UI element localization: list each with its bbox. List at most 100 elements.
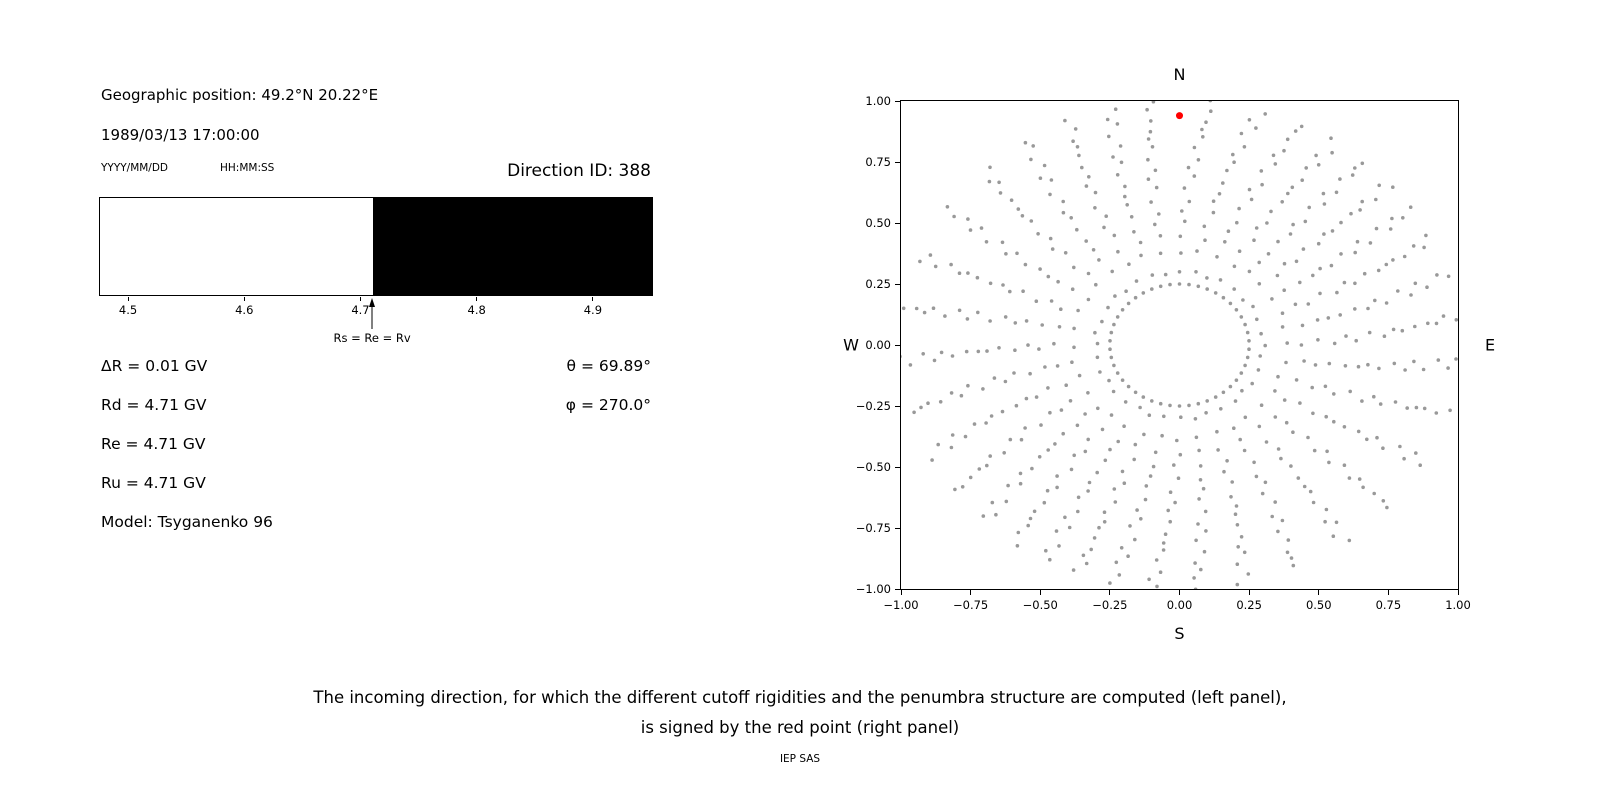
grey-direction-dot: [1205, 276, 1209, 280]
grey-direction-dot: [957, 308, 962, 313]
grey-direction-dot: [1084, 239, 1088, 243]
grey-direction-dot: [1243, 415, 1248, 420]
grey-direction-dot: [952, 214, 956, 219]
grey-direction-dot: [1282, 148, 1286, 153]
grey-direction-dot: [1303, 219, 1308, 224]
grey-direction-dot: [1126, 384, 1131, 389]
grey-direction-dot: [988, 281, 993, 286]
grey-direction-dot: [1282, 288, 1286, 292]
x-tick-mark: [1039, 590, 1041, 595]
grey-direction-dot: [1153, 450, 1158, 455]
grey-direction-dot: [908, 363, 913, 367]
grey-direction-dot: [1374, 197, 1378, 202]
grey-direction-dot: [1318, 291, 1322, 296]
grey-direction-dot: [1243, 363, 1247, 368]
penumbra-tick-label: 4.9: [583, 303, 603, 317]
grey-direction-dot: [1316, 241, 1321, 246]
grey-direction-dot: [1028, 371, 1032, 376]
penumbra-forbidden-region: [373, 198, 652, 295]
compass-south-label: S: [1174, 624, 1185, 643]
grey-direction-dot: [1132, 230, 1136, 234]
x-tick-label: 0.75: [1375, 598, 1402, 612]
grey-direction-dot: [1077, 153, 1081, 158]
grey-direction-dot: [1162, 414, 1166, 419]
grey-direction-dot: [1247, 269, 1252, 274]
grey-direction-dot: [1217, 192, 1222, 196]
grey-direction-dot: [1138, 405, 1142, 410]
grey-direction-dot: [1124, 289, 1128, 293]
y-tick-mark: [895, 100, 900, 102]
grey-direction-dot: [1110, 269, 1114, 274]
grey-direction-dot: [1147, 577, 1151, 582]
grey-direction-dot: [1324, 507, 1329, 512]
grey-direction-dot: [1028, 516, 1033, 521]
grey-direction-dot: [960, 485, 965, 489]
grey-direction-dot: [997, 180, 1001, 185]
grey-direction-dot: [1150, 399, 1154, 403]
grey-direction-dot: [1322, 232, 1326, 236]
grey-direction-dot: [1061, 199, 1065, 204]
grey-direction-dot: [1353, 281, 1357, 286]
grey-direction-dot: [933, 264, 938, 269]
grey-direction-dot: [1176, 476, 1181, 481]
grey-direction-dot: [1446, 366, 1450, 370]
grey-direction-dot: [1282, 398, 1287, 402]
grey-direction-dot: [1198, 478, 1203, 482]
grey-direction-dot: [1296, 476, 1301, 480]
grey-direction-dot: [988, 454, 992, 458]
grey-direction-dot: [1037, 347, 1041, 351]
grey-direction-dot: [1149, 119, 1153, 123]
grey-direction-dot: [1178, 452, 1183, 457]
grey-direction-dot: [988, 319, 992, 323]
grey-direction-dot: [1205, 287, 1209, 291]
grey-direction-dot: [1080, 165, 1084, 170]
grey-direction-dot: [1260, 182, 1264, 187]
grey-direction-dot: [1237, 206, 1241, 211]
grey-direction-dot: [1113, 500, 1118, 504]
grey-direction-dot: [1120, 378, 1125, 383]
grey-direction-dot: [1075, 145, 1080, 149]
grey-direction-dot: [1324, 414, 1328, 419]
grey-direction-dot: [964, 349, 969, 354]
grey-direction-dot: [1071, 139, 1075, 143]
grey-direction-dot: [1312, 448, 1317, 453]
grey-direction-dot: [1454, 318, 1458, 322]
grey-direction-dot: [1366, 362, 1370, 367]
grey-direction-dot: [1178, 234, 1183, 239]
grey-direction-dot: [963, 434, 968, 439]
grey-direction-dot: [1347, 538, 1352, 543]
direction-plot: N S W E 1.00 0.75 0.50 0.25 0.00 −0.25 −0.50 −0…: [843, 65, 1495, 643]
grey-direction-dot: [1411, 244, 1416, 248]
grey-direction-dot: [997, 346, 1001, 350]
grey-direction-dot: [1201, 135, 1205, 139]
direction-angles-list: θ = 69.89° φ = 270.0°: [451, 357, 651, 442]
grey-direction-dot: [1234, 308, 1239, 312]
grey-direction-dot: [1103, 458, 1108, 463]
grey-direction-dot: [1448, 408, 1452, 413]
grey-direction-dot: [1276, 447, 1281, 451]
grey-direction-dot: [943, 314, 947, 318]
grey-direction-dot: [1238, 437, 1242, 442]
grey-direction-dot: [1034, 299, 1039, 303]
grey-direction-dot: [1150, 273, 1155, 277]
grey-direction-dot: [1115, 371, 1120, 375]
grey-direction-dot: [1044, 548, 1048, 553]
grey-direction-dot: [1135, 508, 1139, 512]
grey-direction-dot: [1158, 570, 1163, 574]
y-tick-label: 0.50: [865, 216, 891, 230]
grey-direction-dot: [1161, 548, 1166, 552]
x-tick-mark: [1179, 590, 1180, 595]
compass-east-label: E: [1485, 335, 1496, 355]
grey-direction-dot: [1059, 408, 1064, 412]
grey-direction-dot: [1175, 438, 1179, 443]
grey-direction-dot: [1196, 158, 1201, 162]
grey-direction-dot: [1273, 389, 1277, 393]
grey-direction-dot: [1147, 413, 1152, 418]
y-tick-mark: [895, 405, 900, 407]
grey-direction-dot: [1329, 136, 1333, 140]
grey-direction-dot: [1111, 155, 1115, 159]
compass-west-label: W: [843, 335, 859, 355]
grey-direction-dot: [1148, 129, 1153, 134]
grey-direction-dot: [1332, 392, 1336, 396]
grey-direction-dot: [1414, 451, 1418, 455]
